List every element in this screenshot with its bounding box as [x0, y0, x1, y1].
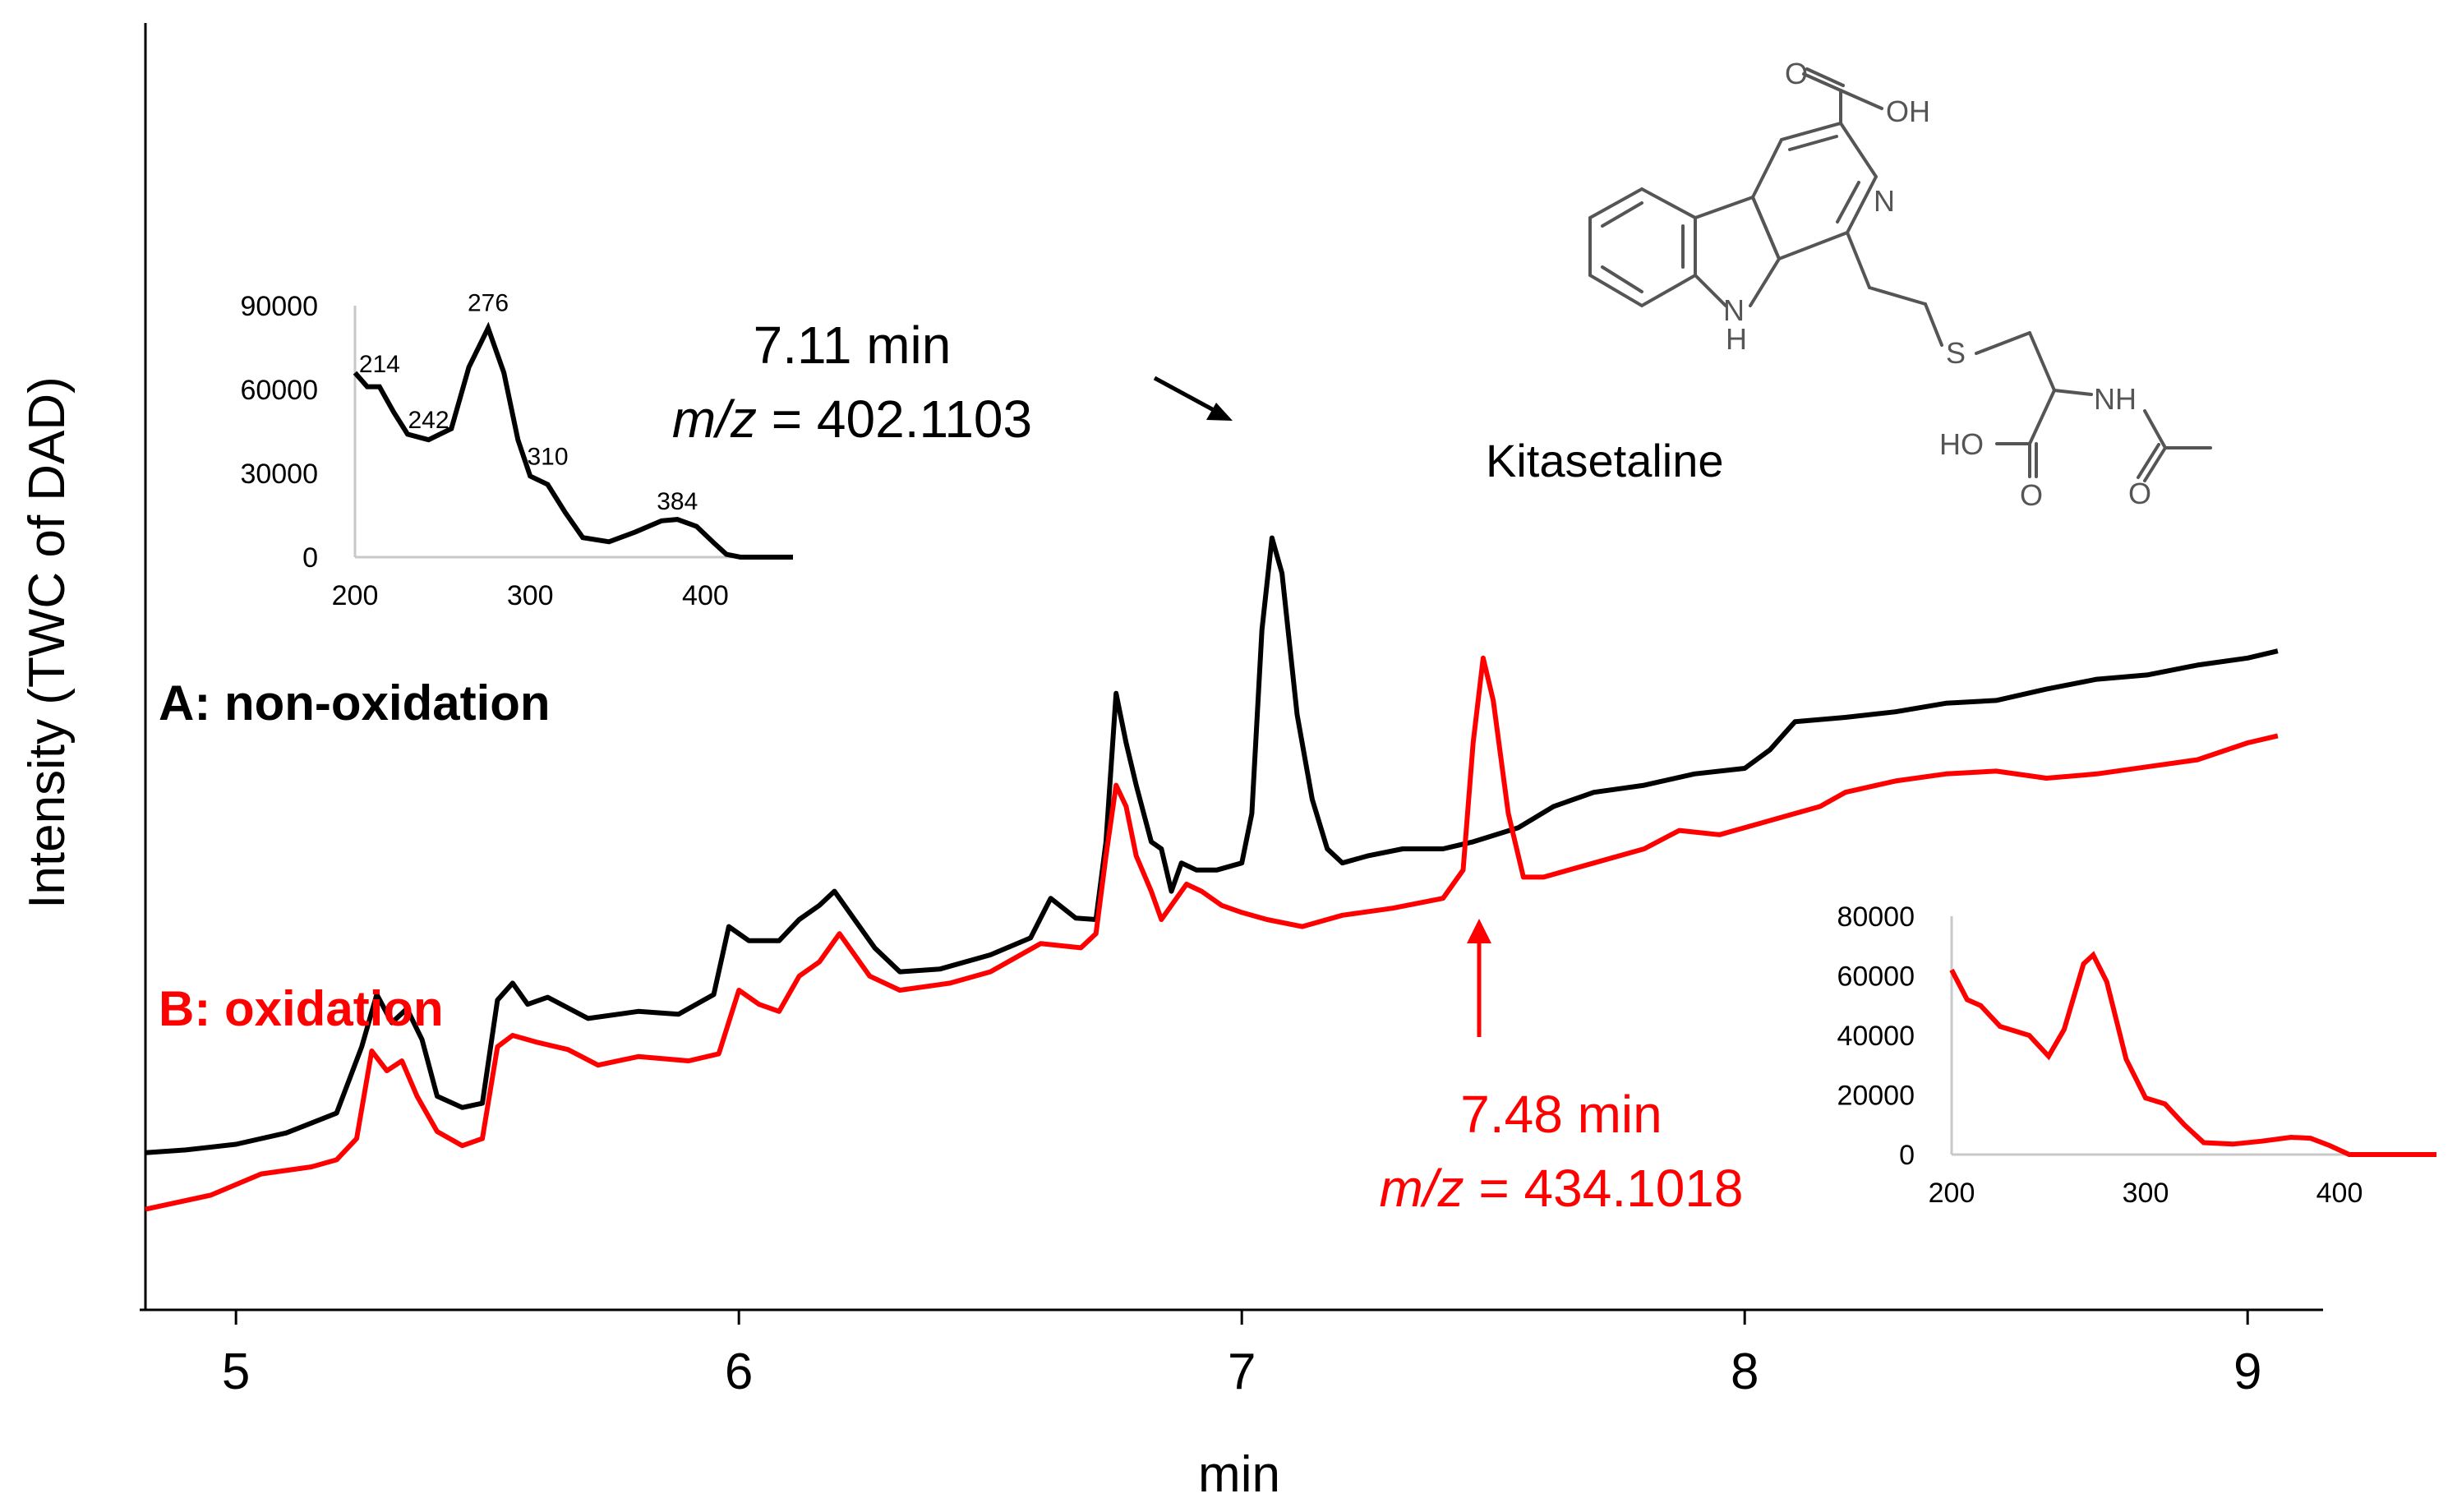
atom-ho: HO: [1939, 427, 1984, 461]
inset-y-tick-label: 60000: [240, 375, 318, 406]
peak-b-mz: m/z = 434.1018: [1380, 1159, 1744, 1218]
inset-x-tick-label: 400: [682, 580, 729, 611]
inset-a-line: [353, 321, 793, 560]
inset-y-tick-label: 0: [1899, 1140, 1915, 1171]
x-tick-label: 8: [1731, 1344, 1759, 1400]
peak-a-arrow: [1153, 376, 1224, 417]
x-tick-label: 9: [2233, 1344, 2261, 1400]
compound-name: Kitasetaline: [1486, 435, 1724, 486]
peak-a-mz-prefix: m/z: [672, 390, 757, 449]
series-label-a: A: non-oxidation: [159, 675, 551, 731]
inset-x-tick-label: 400: [2316, 1178, 2363, 1209]
atom-nh: NH: [2094, 382, 2137, 416]
inset-y-tick-label: 90000: [240, 291, 318, 322]
inset-x-tick-label: 300: [507, 580, 554, 611]
atom-h-indole: H: [1726, 322, 1747, 356]
inset-peak-label: 384: [657, 488, 698, 515]
inset-peak-label: 214: [359, 351, 400, 378]
inset-y-tick-label: 30000: [240, 459, 318, 490]
inset-a-tick-labels: 200 300 400 0 30000 60000 90000 214 242 276 310 384: [240, 289, 728, 611]
atom-s: S: [1946, 336, 1966, 370]
inset-b-line: [1949, 951, 2436, 1157]
atom-o-top: O: [1785, 57, 1808, 90]
x-tick-label: 5: [222, 1344, 250, 1400]
inset-x-tick-label: 200: [1929, 1178, 1975, 1209]
atom-oh-top: OH: [1886, 94, 1930, 128]
atom-o-bottom-left: O: [2020, 478, 2043, 512]
inset-y-tick-label: 40000: [1837, 1021, 1915, 1052]
peak-a-arrowhead: [1206, 403, 1233, 421]
inset-x-tick-label: 200: [332, 580, 379, 611]
peak-b-arrowhead: [1467, 919, 1491, 943]
peak-b-mz-prefix: m/z: [1380, 1159, 1464, 1218]
peak-b-mz-value: = 434.1018: [1478, 1159, 1743, 1218]
atom-n-ring: N: [1874, 184, 1895, 218]
inset-b-spectrum: 200 300 400 0 20000 40000 60000 80000: [1837, 901, 2436, 1209]
peak-a-time: 7.11 min: [754, 316, 952, 375]
trace-b-oxidation: [145, 655, 2279, 1212]
inset-a-spectrum: 200 300 400 0 30000 60000 90000 214 242 276 310 384: [240, 289, 793, 611]
inset-peak-label: 276: [468, 289, 509, 316]
atom-n-indole: N: [1723, 293, 1745, 327]
inset-peak-label: 242: [408, 407, 449, 434]
atom-o-bottom-right: O: [2128, 477, 2151, 510]
inset-x-tick-label: 300: [2123, 1178, 2169, 1209]
x-axis-label: min: [1198, 1446, 1280, 1503]
series-label-b: B: oxidation: [159, 981, 444, 1036]
inset-y-tick-label: 80000: [1837, 901, 1915, 933]
kitasetaline-atom-labels: O OH N N H S NH HO O O: [1723, 57, 2151, 512]
inset-y-tick-label: 20000: [1837, 1081, 1915, 1112]
inset-y-tick-label: 60000: [1837, 961, 1915, 993]
inset-b-tick-labels: 200 300 400 0 20000 40000 60000 80000: [1837, 901, 2362, 1209]
trace-a-non-oxidation: [145, 535, 2279, 1155]
x-ticks: 5 6 7 8 9: [222, 1310, 2261, 1400]
kitasetaline-structure: [1588, 67, 2212, 482]
inset-peak-label: 310: [527, 443, 568, 470]
peak-a-mz: m/z = 402.1103: [672, 390, 1032, 449]
peak-b-time: 7.48 min: [1460, 1085, 1662, 1144]
y-axis-label: Intensity (TWC of DAD): [19, 376, 76, 909]
peak-a-mz-value: = 402.1103: [772, 390, 1032, 449]
x-tick-label: 6: [725, 1344, 753, 1400]
x-tick-label: 7: [1228, 1344, 1256, 1400]
inset-y-tick-label: 0: [302, 542, 318, 574]
